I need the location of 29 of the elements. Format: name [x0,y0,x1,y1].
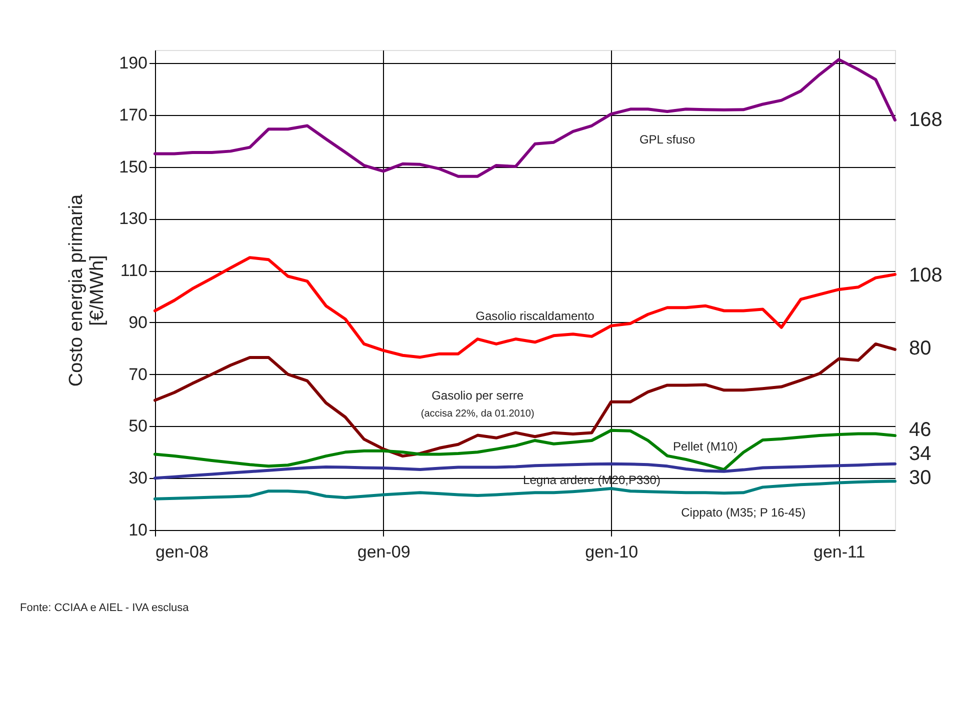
annotation: (accisa 22%, da 01.2010) [420,408,534,420]
y-axis-title: Costo energia primaria [€/MWh] [66,194,108,387]
y-tick-label: 190 [119,53,148,72]
y-tick-label: 110 [120,261,148,280]
series-label: GPL sfuso [639,132,696,146]
annotation: 34 [909,443,932,466]
y-tick-label: 50 [128,416,148,436]
x-tick-label: gen-11 [814,542,866,562]
y-tick-label: 90 [128,312,148,332]
y-tick-label: 170 [119,105,148,124]
y-tick-label: 130 [119,209,148,228]
source-note: Fonte: CCIAA e AIEL - IVA esclusa [20,602,190,614]
series-label: Pellet (M10) [672,439,738,454]
annotation: 80 [909,337,932,360]
y-tick-label: 30 [128,468,148,488]
x-tick-label: gen-10 [585,542,638,562]
x-tick-label: gen-09 [357,542,410,562]
annotation: 30 [909,467,932,490]
y-tick-label: 10 [128,520,148,540]
series-label: Cippato (M35; P 16-45) [681,506,806,520]
series-label: Gasolio riscaldamento [476,309,595,324]
y-tick-label: 70 [128,364,148,384]
text: Gasolio per serre [432,388,524,402]
y-tick-label: 150 [119,157,148,176]
annotation: 168 [909,109,942,132]
annotation: 108 [909,264,942,287]
annotation: 46 [909,419,932,442]
x-tick-label: gen-08 [156,542,208,562]
line-series [154,428,896,472]
